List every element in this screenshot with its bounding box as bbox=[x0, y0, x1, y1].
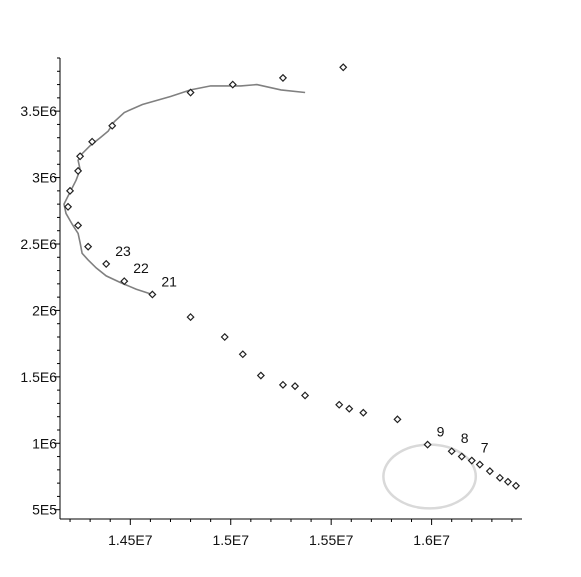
data-point bbox=[84, 242, 93, 251]
data-point bbox=[120, 277, 129, 286]
data-point bbox=[88, 137, 97, 146]
data-point bbox=[76, 152, 85, 161]
data-point bbox=[148, 290, 157, 299]
data-point bbox=[335, 400, 344, 409]
data-point bbox=[485, 467, 494, 476]
data-point bbox=[503, 477, 512, 486]
data-point bbox=[339, 63, 348, 72]
data-point bbox=[102, 259, 111, 268]
data-point bbox=[278, 73, 288, 82]
data-point bbox=[186, 313, 195, 322]
data-point bbox=[290, 382, 300, 391]
data-point bbox=[256, 371, 265, 380]
data-point bbox=[457, 452, 466, 461]
fitted-curve bbox=[63, 83, 306, 296]
x-tick-label: 1.5E7 bbox=[212, 532, 249, 548]
point-label: 22 bbox=[133, 260, 149, 276]
data-point bbox=[301, 391, 310, 400]
data-point bbox=[74, 221, 83, 230]
data-point bbox=[278, 380, 288, 389]
x-tick-label: 1.55E7 bbox=[309, 532, 354, 548]
data-point bbox=[186, 88, 195, 97]
data-point bbox=[228, 80, 237, 89]
data-point bbox=[238, 350, 247, 359]
y-tick-label: 3E6 bbox=[32, 170, 57, 186]
y-tick-label: 3.5E6 bbox=[20, 103, 57, 119]
y-tick-label: 1.5E6 bbox=[20, 369, 57, 385]
x-tick-label: 1.45E7 bbox=[108, 532, 153, 548]
data-point bbox=[63, 202, 73, 211]
point-label: 7 bbox=[481, 440, 489, 456]
data-point bbox=[447, 447, 456, 456]
point-label: 8 bbox=[461, 430, 469, 446]
x-tick-label: 1.6E7 bbox=[413, 532, 450, 548]
data-point bbox=[220, 332, 229, 342]
data-point bbox=[495, 473, 504, 482]
y-tick-label: 1E6 bbox=[32, 435, 57, 451]
point-label: 9 bbox=[437, 424, 445, 440]
data-point bbox=[74, 166, 83, 175]
data-point bbox=[393, 415, 402, 424]
data-point bbox=[511, 481, 521, 490]
point-label: 23 bbox=[115, 243, 131, 259]
data-point bbox=[467, 456, 476, 465]
point-label: 21 bbox=[161, 273, 177, 289]
data-point bbox=[359, 408, 368, 417]
y-tick-label: 5E5 bbox=[32, 502, 57, 518]
data-point bbox=[65, 186, 75, 195]
data-point bbox=[475, 460, 484, 469]
data-point bbox=[423, 440, 432, 449]
data-point bbox=[108, 121, 117, 130]
data-point bbox=[345, 404, 354, 413]
y-tick-label: 2.5E6 bbox=[20, 236, 57, 252]
y-tick-label: 2E6 bbox=[32, 302, 57, 318]
